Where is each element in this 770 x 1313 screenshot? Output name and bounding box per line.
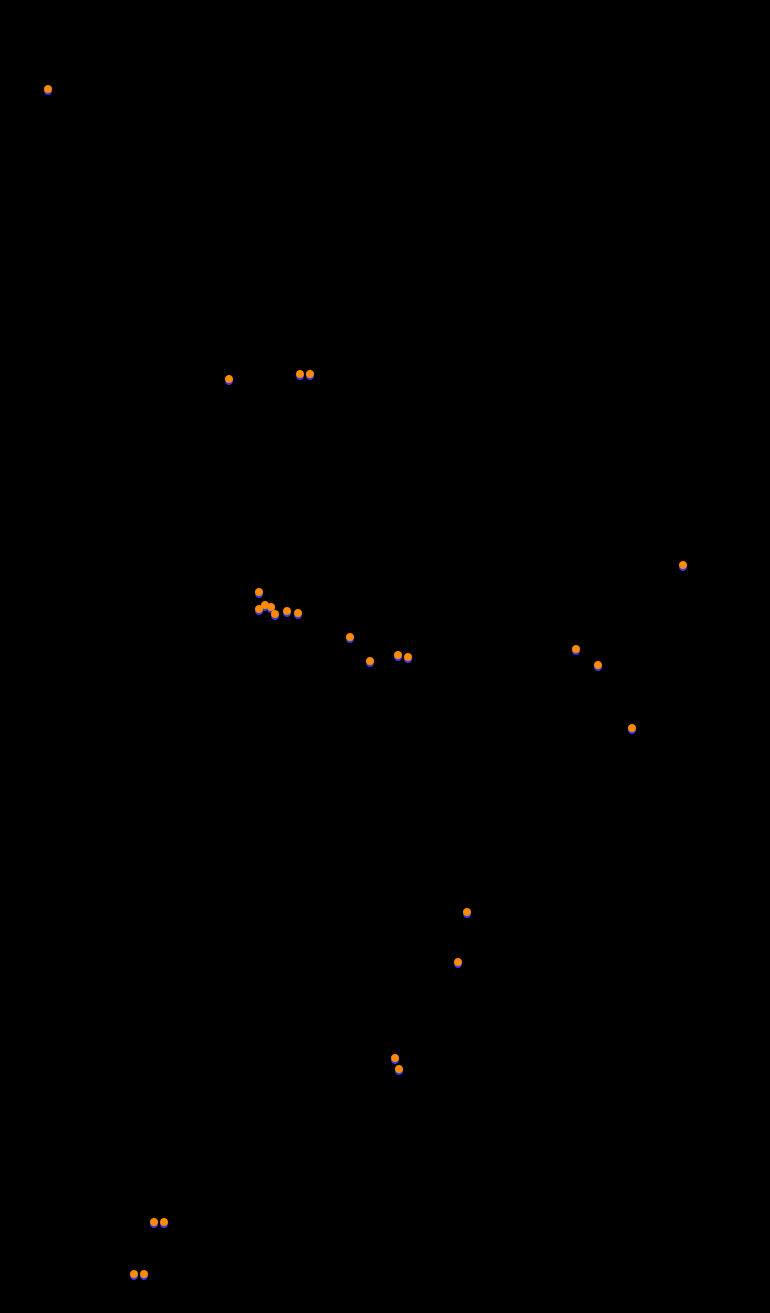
scatter-point: [150, 1218, 158, 1226]
scatter-point: [391, 1054, 399, 1062]
scatter-point: [679, 561, 687, 569]
scatter-chart: [0, 0, 770, 1313]
scatter-point: [454, 958, 462, 966]
scatter-point: [346, 633, 354, 641]
scatter-point: [394, 651, 402, 659]
scatter-point: [255, 588, 263, 596]
scatter-point: [140, 1270, 148, 1278]
scatter-point: [404, 653, 412, 661]
scatter-point: [160, 1218, 168, 1226]
scatter-point: [294, 609, 302, 617]
scatter-point: [130, 1270, 138, 1278]
scatter-point: [296, 370, 304, 378]
scatter-point: [463, 908, 471, 916]
scatter-point: [283, 607, 291, 615]
scatter-point: [366, 657, 374, 665]
scatter-point: [306, 370, 314, 378]
scatter-point: [44, 85, 52, 93]
scatter-point: [572, 645, 580, 653]
scatter-point: [225, 375, 233, 383]
scatter-point: [594, 661, 602, 669]
scatter-point: [271, 610, 279, 618]
scatter-point: [255, 605, 263, 613]
scatter-point: [628, 724, 636, 732]
scatter-point: [395, 1065, 403, 1073]
